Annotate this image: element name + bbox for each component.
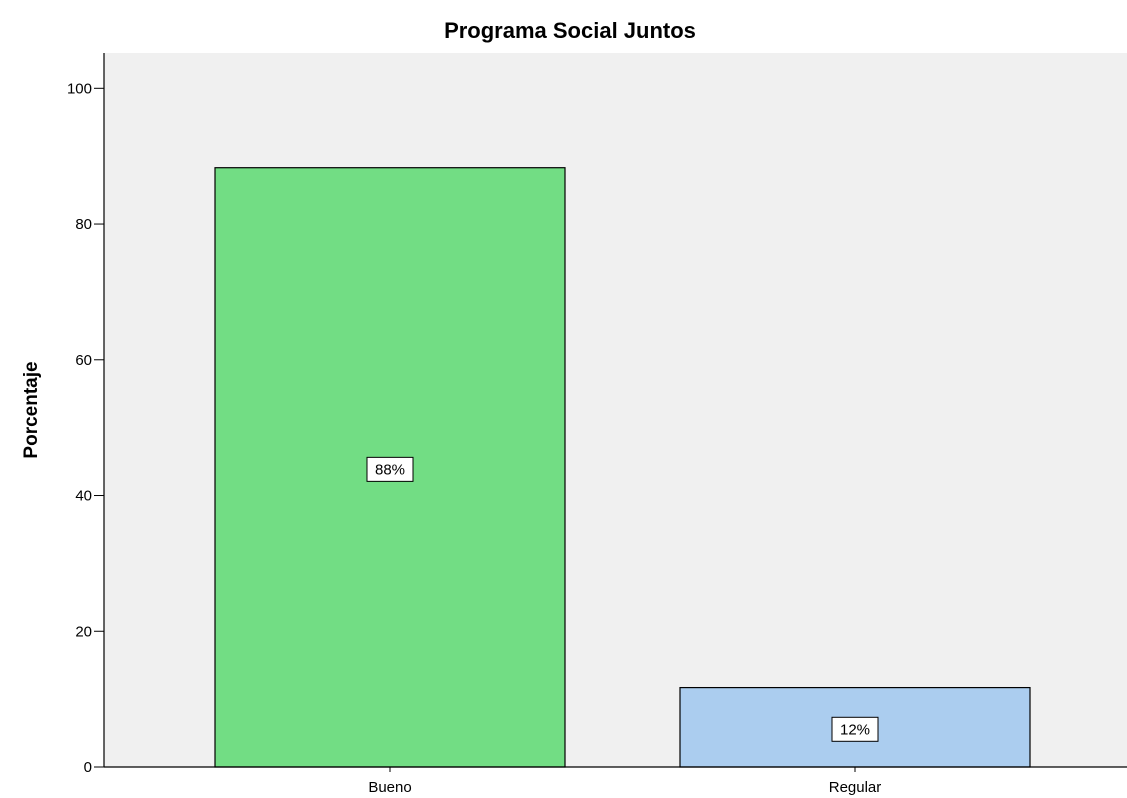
data-label-box xyxy=(366,456,414,482)
y-tick-label: 80 xyxy=(75,216,92,233)
y-tick-label: 60 xyxy=(75,352,92,369)
data-label: 12% xyxy=(840,721,870,738)
y-tick-label: 40 xyxy=(75,488,92,505)
data-label: 88% xyxy=(375,461,405,478)
y-tick-label: 0 xyxy=(84,759,92,776)
chart-title: Programa Social Juntos xyxy=(444,18,696,43)
data-label-box xyxy=(831,716,879,742)
y-axis-label: Porcentaje xyxy=(21,361,42,458)
x-tick-label: Regular xyxy=(829,779,882,796)
y-tick-label: 20 xyxy=(75,623,92,640)
x-tick-label: Bueno xyxy=(368,779,411,796)
y-tick-label: 100 xyxy=(67,80,92,97)
